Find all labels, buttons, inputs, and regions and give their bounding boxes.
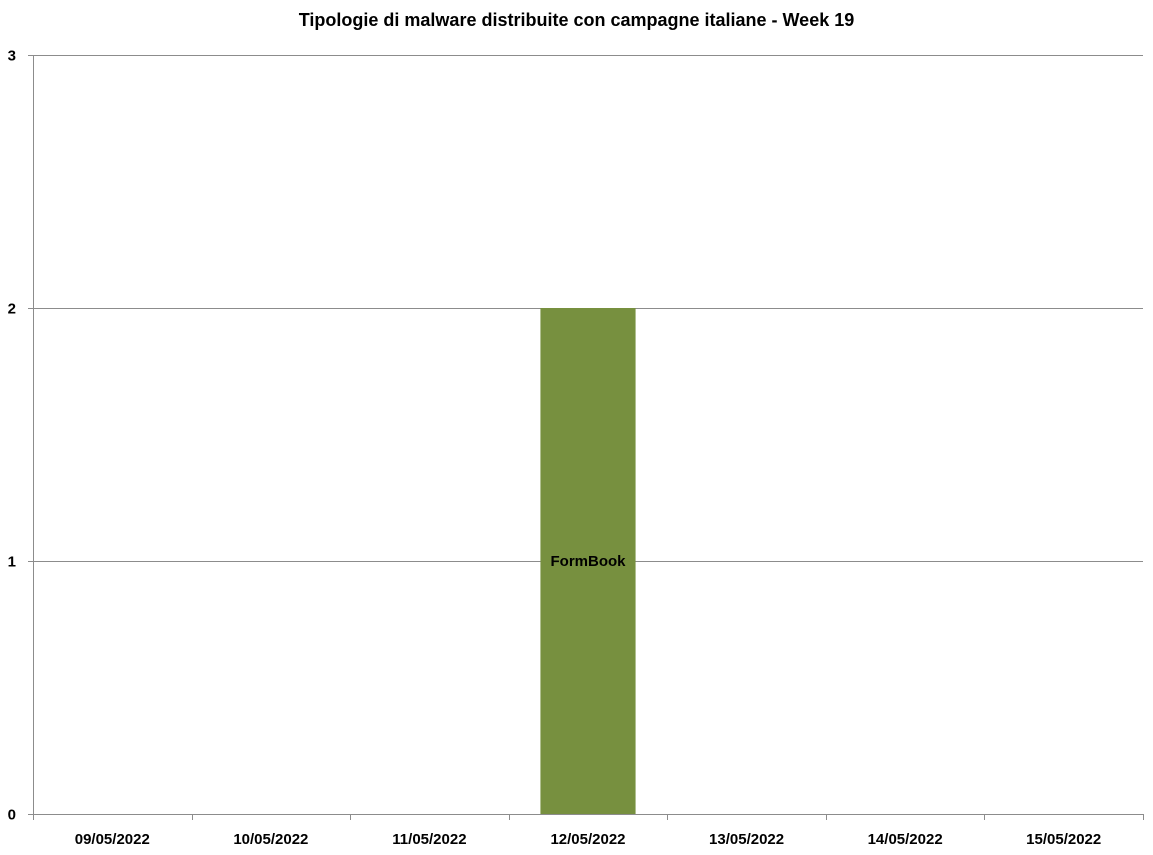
labels: 0 1 2 3 FormBook 09/05/2022 10/05/2022 11/05/20…: [8, 48, 1102, 849]
y-tick-label: 0: [8, 807, 16, 824]
chart-title: Tipologie di malware distribuite con cam…: [298, 10, 855, 30]
y-tick-label: 1: [8, 554, 16, 571]
y-tick-label: 3: [8, 48, 16, 65]
x-tick-label: 10/05/2022: [233, 831, 308, 848]
x-tick-label: 11/05/2022: [392, 831, 466, 848]
bars: [540, 308, 636, 814]
x-tick-label: 13/05/2022: [709, 831, 784, 848]
bar-formbook: [540, 308, 636, 814]
x-tick-label: 09/05/2022: [75, 831, 150, 848]
x-tick-label: 15/05/2022: [1026, 831, 1101, 848]
x-tick-label: 12/05/2022: [550, 831, 625, 848]
bar-data-label: FormBook: [551, 553, 627, 570]
x-tick-label: 14/05/2022: [868, 831, 943, 848]
y-tick-label: 2: [8, 301, 16, 318]
axes: [28, 55, 1144, 820]
